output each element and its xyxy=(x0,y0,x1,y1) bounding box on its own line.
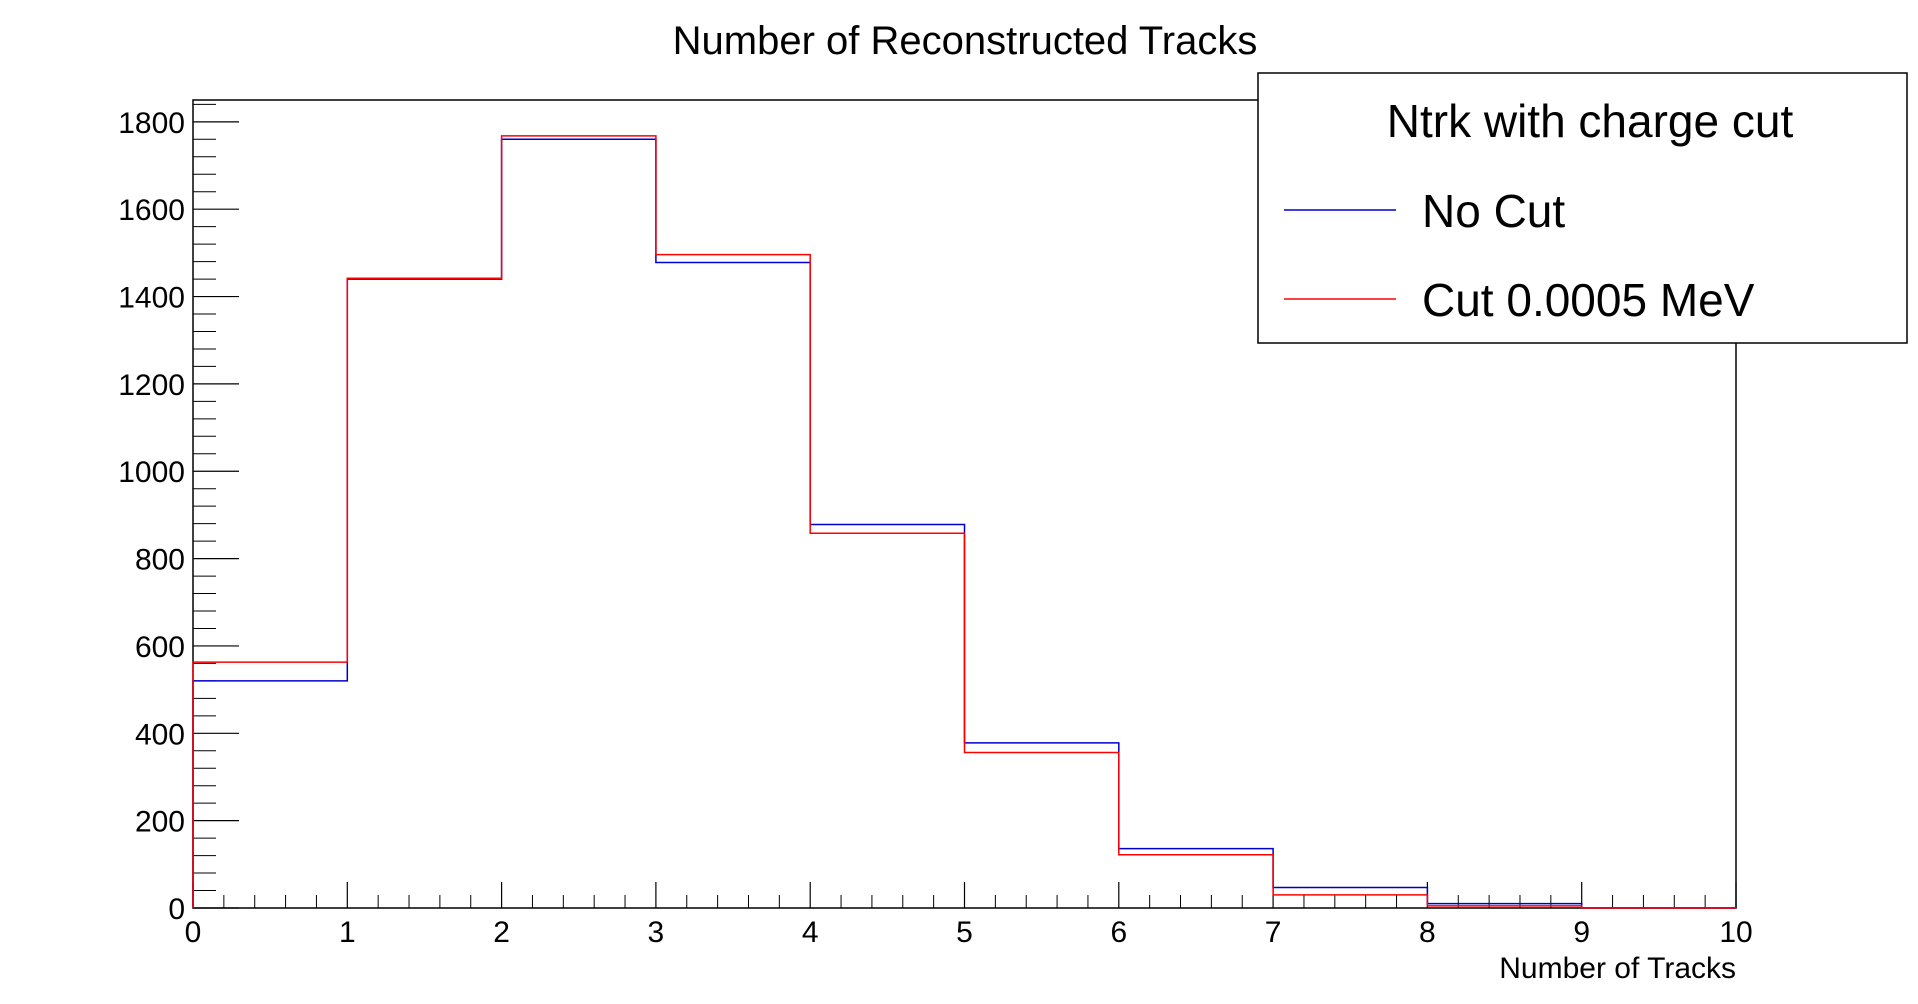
x-tick-label: 3 xyxy=(648,916,665,949)
histogram-series xyxy=(192,135,1736,909)
x-tick-label: 6 xyxy=(1110,916,1127,949)
y-tick-label: 1000 xyxy=(118,456,185,489)
x-tick-label: 7 xyxy=(1265,916,1282,949)
x-tick-label: 2 xyxy=(493,916,510,949)
x-tick-label: 10 xyxy=(1719,916,1752,949)
x-tick-label: 0 xyxy=(185,916,202,949)
y-axis: 0 200 400 600 800 1000 1200 1400 1600 1800 xyxy=(118,103,239,926)
series-cut-line xyxy=(192,135,1736,909)
chart-title: Number of Reconstructed Tracks xyxy=(673,19,1258,63)
x-axis: 0 1 2 3 4 5 6 7 8 9 10 xyxy=(185,882,1753,949)
legend-label-cut: Cut 0.0005 MeV xyxy=(1422,274,1755,326)
y-tick-label: 800 xyxy=(135,544,185,577)
legend-title: Ntrk with charge cut xyxy=(1387,95,1794,147)
legend-label-no-cut: No Cut xyxy=(1422,185,1565,237)
y-tick-label: 600 xyxy=(135,631,185,664)
y-tick-label: 0 xyxy=(168,893,185,926)
y-tick-label: 1400 xyxy=(118,282,185,315)
x-tick-label: 5 xyxy=(956,916,973,949)
x-tick-label: 8 xyxy=(1419,916,1436,949)
x-tick-label: 1 xyxy=(339,916,356,949)
y-tick-label: 1200 xyxy=(118,369,185,402)
y-tick-label: 1800 xyxy=(118,107,185,140)
y-tick-label: 1600 xyxy=(118,194,185,227)
legend-box xyxy=(1257,72,1908,344)
x-tick-label: 4 xyxy=(802,916,819,949)
x-axis-label: Number of Tracks xyxy=(1499,952,1736,985)
y-tick-label: 400 xyxy=(135,718,185,751)
legend: Ntrk with charge cut No Cut Cut 0.0005 M… xyxy=(1257,72,1908,344)
y-tick-label: 200 xyxy=(135,806,185,839)
x-tick-label: 9 xyxy=(1573,916,1590,949)
